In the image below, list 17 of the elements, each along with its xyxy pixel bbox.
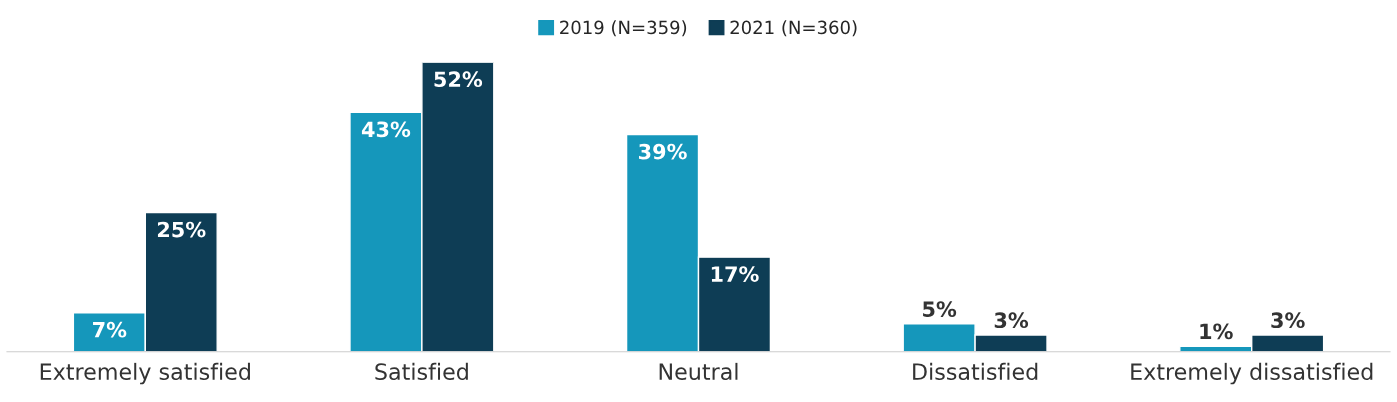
data-label: 3% (994, 312, 1029, 329)
x-tick-label: Extremely dissatisfied (1131, 362, 1373, 385)
x-tick-label: Extremely satisfied (40, 362, 250, 385)
legend-label: 2019 (N=359) (560, 20, 687, 37)
data-label: 5% (923, 301, 957, 317)
x-tick-label: Neutral (659, 362, 738, 381)
data-label: 17% (711, 266, 759, 282)
data-label: 43% (361, 121, 411, 138)
x-tick-label: Dissatisfied (913, 362, 1038, 381)
legend-label: 2021 (N=360) (730, 20, 857, 37)
data-label: 7% (93, 321, 127, 338)
x-tick-label: Satisfied (375, 362, 468, 381)
data-label: 39% (639, 143, 687, 160)
data-label: 25% (157, 221, 206, 238)
data-label: 3% (1271, 312, 1305, 329)
data-label: 52% (434, 71, 483, 88)
data-label: 1% (1200, 323, 1233, 340)
